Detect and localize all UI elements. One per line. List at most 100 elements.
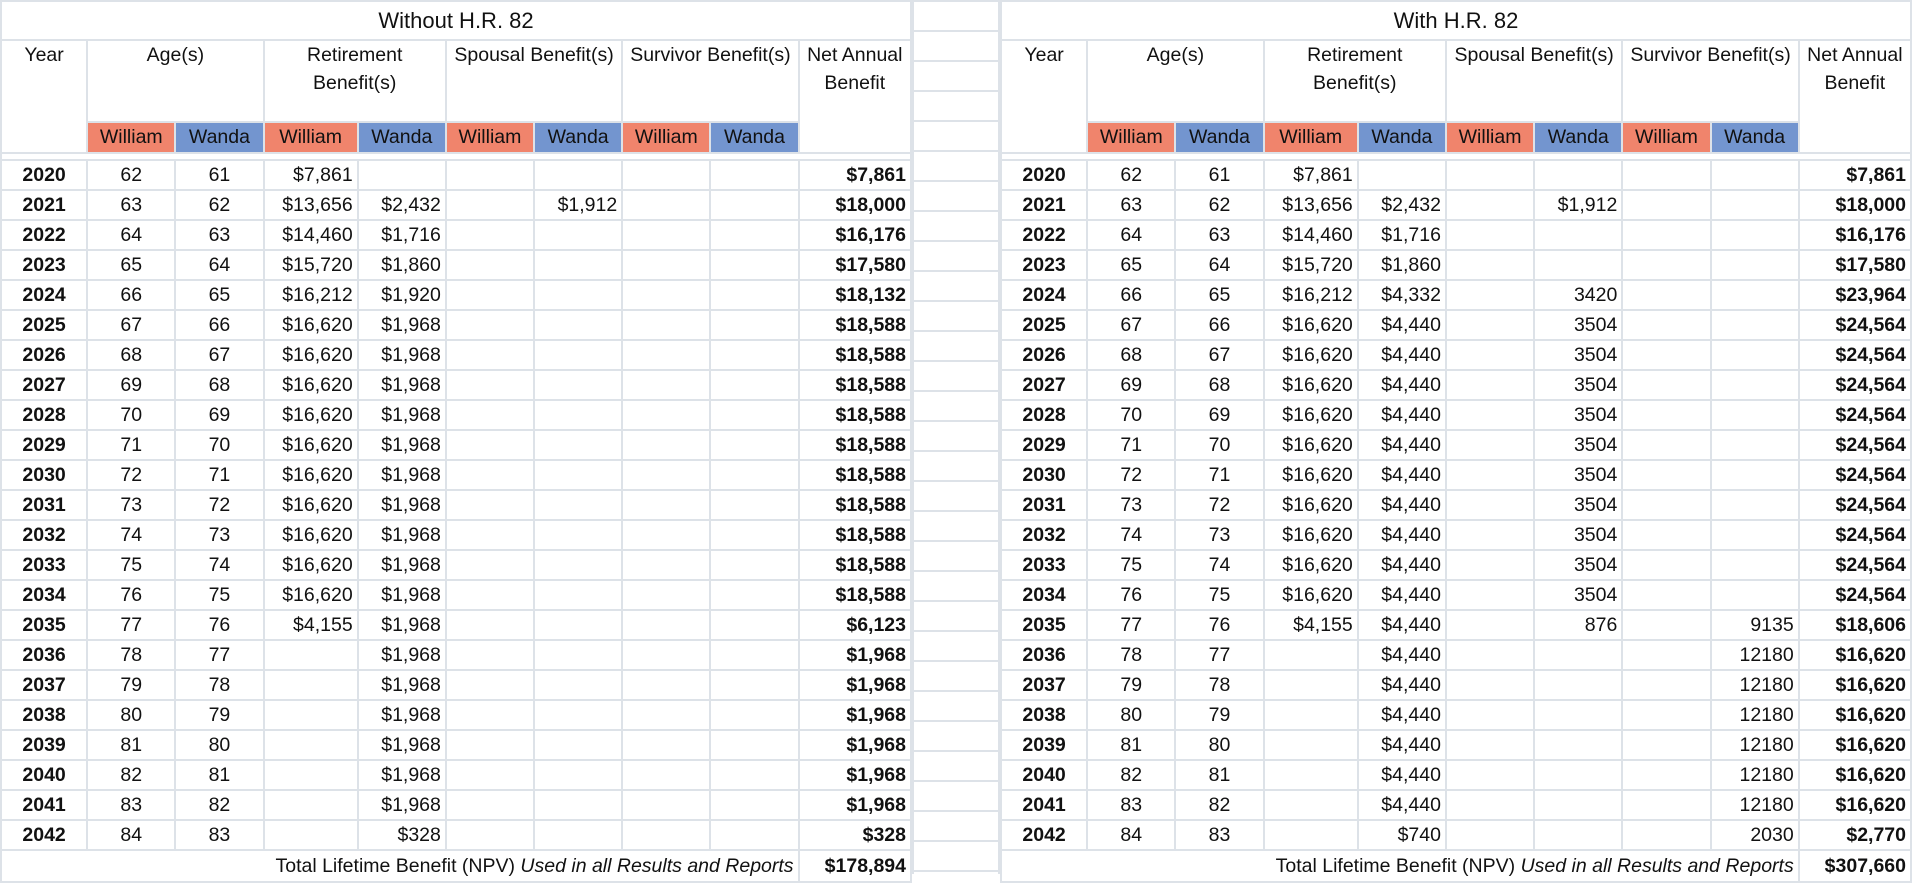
- spousal-william-cell: [444, 729, 536, 761]
- retirement-wanda-cell: $2,432: [1356, 189, 1447, 221]
- age-wanda-cell: 78: [1174, 669, 1265, 701]
- age-wanda-cell: 74: [174, 549, 265, 581]
- age-william-cell: 79: [86, 669, 177, 701]
- survivor-wanda-cell: [1709, 459, 1800, 491]
- retirement-william-cell: $16,620: [262, 309, 359, 341]
- survivor-wanda-cell: [709, 609, 800, 641]
- survivor-wanda-cell: [709, 459, 800, 491]
- age-william-cell: 74: [86, 519, 177, 551]
- age-wanda-cell: 63: [1174, 219, 1265, 251]
- survivor-william-cell: [1621, 399, 1712, 431]
- net-benefit-cell: $23,964: [1797, 279, 1912, 311]
- spousal-william-cell: [1444, 429, 1536, 461]
- retirement-william-cell: [262, 729, 359, 761]
- spousal-wanda-cell: 3504: [1533, 309, 1624, 341]
- spousal-wanda-cell: 3420: [1533, 279, 1624, 311]
- table-row: 2025 67 66 $16,620 $4,440 3504 $24,564: [999, 309, 1912, 341]
- age-wanda-cell: 75: [1174, 579, 1265, 611]
- age-wanda-cell: 67: [174, 339, 265, 371]
- table-row: 2029 71 70 $16,620 $1,968 $18,588: [0, 429, 913, 461]
- total-label-text: Total Lifetime Benefit (NPV): [1275, 854, 1521, 877]
- survivor-william-cell: [1621, 159, 1712, 191]
- retirement-william-cell: $16,620: [262, 579, 359, 611]
- year-cell: 2025: [0, 309, 89, 341]
- spousal-wanda-cell: 3504: [1533, 489, 1624, 521]
- survivor-wanda-cell: [709, 639, 800, 671]
- spousal-william-cell: [1444, 489, 1536, 521]
- year-cell: 2037: [0, 669, 89, 701]
- subheader-age-william: William: [86, 121, 177, 154]
- header-retirement: Retirement Benefit(s): [262, 39, 447, 123]
- table-row: 2040 82 81 $4,440 12180 $16,620: [999, 759, 1912, 791]
- year-cell: 2031: [999, 489, 1089, 521]
- age-william-cell: 62: [86, 159, 177, 191]
- retirement-william-cell: $16,620: [1262, 309, 1359, 341]
- retirement-william-cell: $16,620: [1262, 519, 1359, 551]
- net-benefit-cell: $24,564: [1797, 429, 1912, 461]
- year-cell: 2035: [0, 609, 89, 641]
- age-william-cell: 72: [1086, 459, 1177, 491]
- survivor-william-cell: [1621, 549, 1712, 581]
- survivor-william-cell: [1621, 309, 1712, 341]
- header-year: Year: [999, 39, 1089, 154]
- header-survivor: Survivor Benefit(s): [1621, 39, 1800, 123]
- year-cell: 2042: [999, 819, 1089, 851]
- retirement-william-cell: $16,620: [1262, 339, 1359, 371]
- table-row: 2031 73 72 $16,620 $4,440 3504 $24,564: [999, 489, 1912, 521]
- subheader-spousal-wanda: Wanda: [533, 121, 624, 154]
- net-benefit-cell: $18,132: [797, 279, 913, 311]
- retirement-william-cell: [1262, 759, 1359, 791]
- retirement-william-cell: $16,212: [262, 279, 359, 311]
- year-cell: 2040: [0, 759, 89, 791]
- year-cell: 2041: [0, 789, 89, 821]
- survivor-william-cell: [1621, 459, 1712, 491]
- year-cell: 2031: [0, 489, 89, 521]
- survivor-william-cell: [1621, 819, 1712, 851]
- age-wanda-cell: 66: [1174, 309, 1265, 341]
- table-row: 2020 62 61 $7,861 $7,861: [0, 159, 913, 191]
- net-benefit-cell: $18,606: [1797, 609, 1912, 641]
- table-row: 2031 73 72 $16,620 $1,968 $18,588: [0, 489, 913, 521]
- age-william-cell: 67: [1086, 309, 1177, 341]
- spousal-william-cell: [1444, 759, 1536, 791]
- age-wanda-cell: 79: [1174, 699, 1265, 731]
- survivor-william-cell: [621, 669, 712, 701]
- survivor-william-cell: [621, 399, 712, 431]
- year-cell: 2022: [999, 219, 1089, 251]
- net-benefit-cell: $24,564: [1797, 549, 1912, 581]
- survivor-wanda-cell: [1709, 279, 1800, 311]
- spousal-william-cell: [1444, 699, 1536, 731]
- spousal-wanda-cell: [533, 609, 624, 641]
- age-william-cell: 76: [86, 579, 177, 611]
- table-row: 2036 78 77 $1,968 $1,968: [0, 639, 913, 671]
- retirement-william-cell: [1262, 729, 1359, 761]
- age-wanda-cell: 73: [174, 519, 265, 551]
- spousal-wanda-cell: 3504: [1533, 339, 1624, 371]
- age-william-cell: 68: [1086, 339, 1177, 371]
- retirement-wanda-cell: $4,440: [1356, 459, 1447, 491]
- age-william-cell: 84: [1086, 819, 1177, 851]
- table-title: With H.R. 82: [1000, 0, 1912, 41]
- spousal-wanda-cell: [533, 699, 624, 731]
- retirement-william-cell: $4,155: [262, 609, 359, 641]
- survivor-wanda-cell: [709, 339, 800, 371]
- retirement-william-cell: $16,620: [262, 429, 359, 461]
- age-wanda-cell: 71: [174, 459, 265, 491]
- age-william-cell: 74: [1086, 519, 1177, 551]
- age-wanda-cell: 83: [174, 819, 265, 851]
- survivor-wanda-cell: [709, 399, 800, 431]
- survivor-wanda-cell: [709, 189, 800, 221]
- age-wanda-cell: 80: [174, 729, 265, 761]
- age-william-cell: 76: [1086, 579, 1177, 611]
- net-benefit-cell: $16,620: [1797, 759, 1912, 791]
- year-cell: 2042: [0, 819, 89, 851]
- age-william-cell: 70: [1086, 399, 1177, 431]
- net-benefit-cell: $16,620: [1797, 789, 1912, 821]
- year-cell: 2040: [999, 759, 1089, 791]
- retirement-william-cell: $16,620: [1262, 429, 1359, 461]
- subheader-survivor-wanda: Wanda: [1709, 121, 1800, 154]
- retirement-wanda-cell: $4,440: [1356, 489, 1447, 521]
- spousal-william-cell: [444, 369, 536, 401]
- retirement-william-cell: $16,212: [1262, 279, 1359, 311]
- net-benefit-cell: $16,176: [797, 219, 913, 251]
